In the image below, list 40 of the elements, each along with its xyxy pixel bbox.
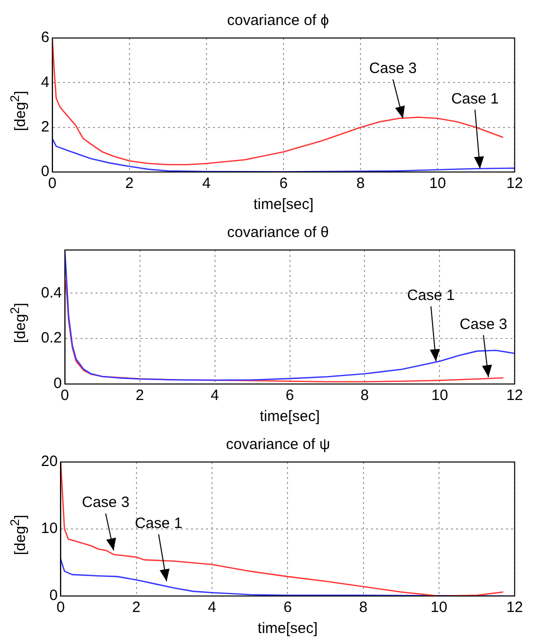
- annotation: Case 1: [407, 286, 455, 304]
- x-tick-label: 12: [506, 175, 523, 192]
- annotation: Case 3: [460, 316, 508, 333]
- x-tick-label: 4: [202, 175, 211, 192]
- y-tick-label: 4: [41, 74, 50, 91]
- x-tick-label: 6: [279, 175, 288, 192]
- x-tick-label: 8: [360, 387, 369, 404]
- x-tick-label: 4: [210, 387, 219, 404]
- chart-title: covariance of θ: [227, 224, 329, 242]
- x-tick-label: 10: [431, 387, 448, 404]
- x-tick-label: 2: [136, 387, 144, 404]
- annotation: Case 3: [82, 494, 130, 512]
- x-tick-label: 2: [132, 599, 141, 616]
- x-tick-label: 12: [506, 387, 523, 404]
- x-tick-label: 8: [359, 599, 368, 616]
- y-tick-label: 0: [49, 587, 58, 604]
- y-tick-label: 20: [40, 453, 58, 470]
- annotation: Case 1: [134, 514, 182, 532]
- x-tick-label: 6: [286, 387, 294, 404]
- chart-title: covariance of ψ: [226, 436, 330, 454]
- y-tick-label: 0: [41, 163, 50, 180]
- x-axis-title: time[sec]: [258, 620, 318, 638]
- y-tick-label: 2: [41, 118, 50, 136]
- x-tick-label: 2: [125, 175, 134, 192]
- y-tick-label: 0.4: [40, 284, 62, 302]
- annotation: Case 1: [451, 90, 499, 108]
- annotation: Case 3: [369, 60, 417, 78]
- x-tick-label: 10: [430, 599, 448, 616]
- x-axis-title: time[sec]: [253, 196, 314, 214]
- y-tick-label: 0: [54, 375, 62, 392]
- x-tick-label: 10: [429, 175, 446, 192]
- y-tick-label: 0.2: [40, 330, 62, 347]
- x-axis-title: time[sec]: [260, 408, 320, 426]
- chart-title: covariance of ϕ: [227, 12, 329, 30]
- x-tick-label: 8: [356, 175, 365, 192]
- x-tick-label: 12: [506, 599, 523, 616]
- x-tick-label: 4: [208, 599, 216, 616]
- y-tick-label: 6: [41, 29, 50, 46]
- x-tick-label: 6: [284, 599, 292, 616]
- y-tick-label: 10: [40, 520, 58, 538]
